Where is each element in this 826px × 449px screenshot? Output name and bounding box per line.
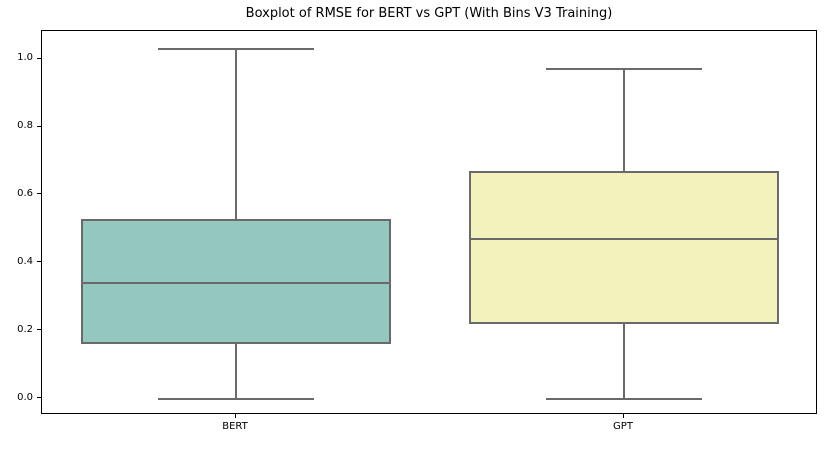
cap-min-bert [158,397,314,400]
y-tick-label: 0.8 [17,120,33,132]
whisker-lower-gpt [623,324,625,399]
whisker-upper-bert [235,48,237,219]
whisker-upper-gpt [623,69,625,172]
y-tick-label: 0.0 [17,391,33,403]
y-tick-label: 0.4 [17,255,33,267]
x-tick-mark [234,414,236,418]
y-tick-mark [37,125,41,127]
cap-max-bert [158,47,314,50]
whisker-lower-bert [235,344,237,399]
y-tick-mark [37,57,41,59]
box-bert [80,218,392,345]
x-tick-label-bert: BERT [222,421,248,432]
y-tick-mark [37,329,41,331]
cap-min-gpt [546,397,702,400]
y-tick-mark [37,397,41,399]
box-gpt [468,171,780,324]
y-tick-label: 0.2 [17,323,33,335]
x-tick-mark [622,414,624,418]
chart-title: Boxplot of RMSE for BERT vs GPT (With Bi… [245,6,613,21]
plot-area [41,30,817,414]
median-bert [80,282,392,285]
median-gpt [468,238,780,241]
x-tick-label-gpt: GPT [613,421,633,432]
y-tick-mark [37,193,41,195]
cap-max-gpt [546,68,702,71]
y-tick-mark [37,261,41,263]
y-tick-label: 1.0 [17,52,33,64]
y-tick-label: 0.6 [17,187,33,199]
